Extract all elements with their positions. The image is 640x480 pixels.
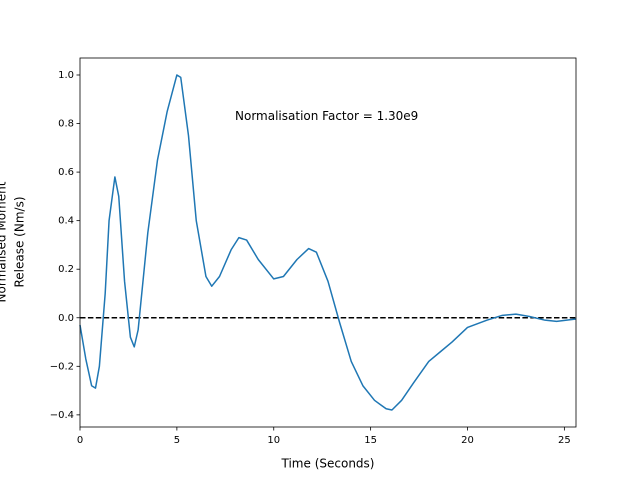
x-tick-label: 20 [461, 435, 474, 446]
y-tick-label: 0.4 [58, 216, 74, 227]
y-axis-label: Normalised Moment [0, 181, 9, 302]
annotation: Normalisation Factor = 1.30e9 [235, 109, 418, 123]
y-axis-label: Release (Nm/s) [13, 196, 27, 287]
x-tick-label: 5 [174, 435, 180, 446]
y-tick-label: −0.4 [50, 410, 74, 421]
data-line [79, 74, 577, 411]
x-tick-label: 15 [364, 435, 377, 446]
x-axis-label: Time (Seconds) [281, 457, 375, 471]
y-tick-label: 0.8 [58, 119, 74, 130]
x-tick-label: 10 [267, 435, 280, 446]
y-tick-label: 1.0 [58, 70, 74, 81]
plot-frame [79, 57, 577, 428]
y-tick-label: 0.6 [58, 167, 74, 178]
x-tick-label: 0 [77, 435, 83, 446]
y-tick-label: 0.2 [58, 264, 74, 275]
y-axis-label-group: Normalised Moment Release (Nm/s) [0, 181, 27, 302]
x-tick-label: 25 [558, 435, 571, 446]
y-tick-label: 0.0 [58, 313, 74, 324]
y-tick-label: −0.2 [50, 361, 74, 372]
